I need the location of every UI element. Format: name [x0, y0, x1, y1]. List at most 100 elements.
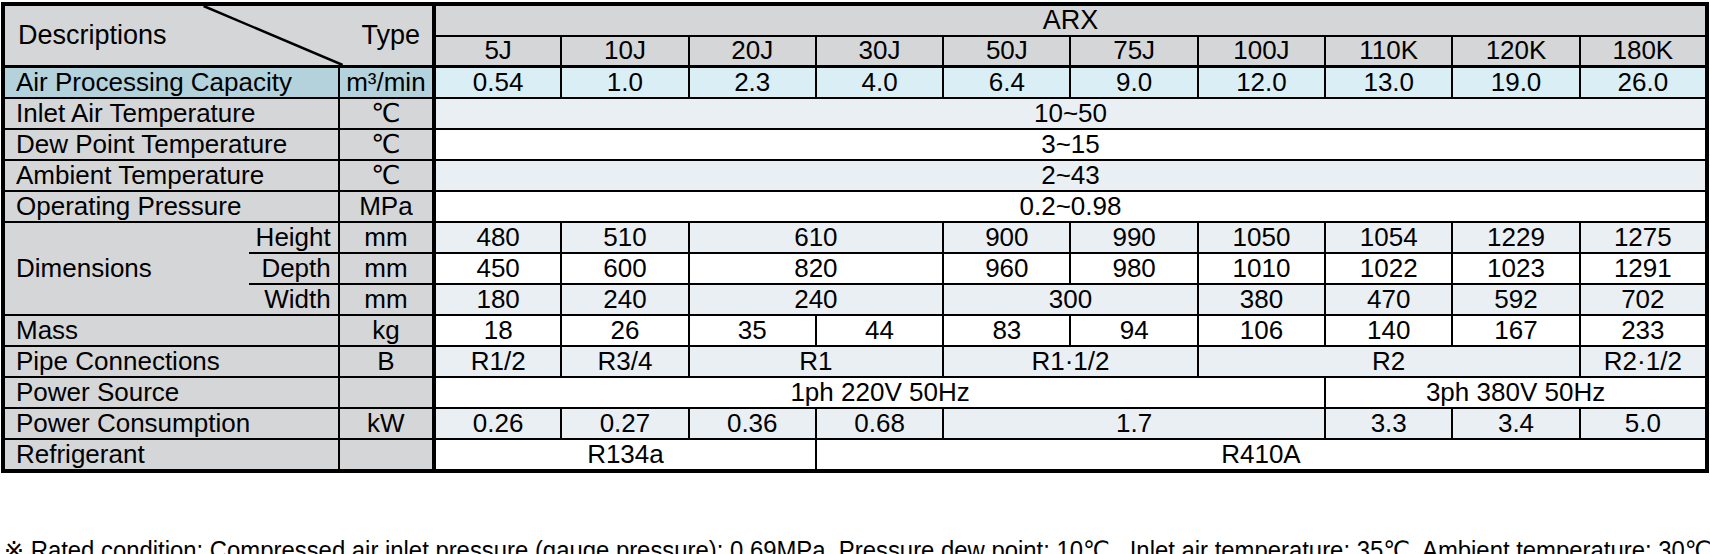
- spec-cell: 1275: [1580, 222, 1707, 253]
- spec-cell: 26.0: [1580, 67, 1707, 99]
- row-label-ambient-temp: Ambient Temperature: [3, 160, 339, 191]
- descriptions-label: Descriptions: [18, 20, 167, 48]
- row-pipe-connections: Pipe Connections B R1/2 R3/4 R1 R1·1/2 R…: [3, 346, 1707, 377]
- spec-cell: 900: [943, 222, 1070, 253]
- row-label-refrigerant: Refrigerant: [3, 439, 339, 471]
- spec-cell: 1229: [1452, 222, 1579, 253]
- model-header: 30J: [816, 36, 943, 67]
- spec-cell: 990: [1070, 222, 1197, 253]
- spec-cell: 140: [1325, 315, 1452, 346]
- spec-cell: 5.0: [1580, 408, 1707, 439]
- row-power-source: Power Source 1ph 220V 50Hz 3ph 380V 50Hz: [3, 377, 1707, 408]
- sub-label-height: Height: [249, 222, 339, 253]
- unit-cell: MPa: [339, 191, 434, 222]
- row-label-power-consumption: Power Consumption: [3, 408, 339, 439]
- spec-cell: 960: [943, 253, 1070, 284]
- spec-cell: 180: [434, 284, 561, 315]
- sub-label-depth: Depth: [249, 253, 339, 284]
- spec-cell: 1022: [1325, 253, 1452, 284]
- row-label-inlet-temp: Inlet Air Temperature: [3, 98, 339, 129]
- model-header: 75J: [1070, 36, 1197, 67]
- spec-cell: 240: [561, 284, 688, 315]
- spec-cell: 35: [689, 315, 816, 346]
- sub-label-width: Width: [249, 284, 339, 315]
- spec-cell: 19.0: [1452, 67, 1579, 99]
- unit-cell: ℃: [339, 98, 434, 129]
- row-operating-pressure: Operating Pressure MPa 0.2~0.98: [3, 191, 1707, 222]
- spec-cell: 10~50: [434, 98, 1707, 129]
- spec-cell: 6.4: [943, 67, 1070, 99]
- spec-cell: 0.36: [689, 408, 816, 439]
- row-ambient-temperature: Ambient Temperature ℃ 2~43: [3, 160, 1707, 191]
- unit-cell: [339, 439, 434, 471]
- spec-cell: 4.0: [816, 67, 943, 99]
- unit-cell: ℃: [339, 160, 434, 191]
- spec-cell: 470: [1325, 284, 1452, 315]
- footnotes: ※ Rated condition: Compressed air inlet …: [4, 480, 1710, 554]
- series-header: ARX: [434, 4, 1707, 36]
- row-dew-point-temperature: Dew Point Temperature ℃ 3~15: [3, 129, 1707, 160]
- unit-cell: kg: [339, 315, 434, 346]
- row-label-pipe: Pipe Connections: [3, 346, 339, 377]
- row-refrigerant: Refrigerant R134a R410A: [3, 439, 1707, 471]
- spec-cell: 94: [1070, 315, 1197, 346]
- spec-cell: 3.4: [1452, 408, 1579, 439]
- spec-cell: 3ph 380V 50Hz: [1325, 377, 1707, 408]
- spec-table: Descriptions Type ARX 5J 10J 20J 30J 50J…: [1, 2, 1709, 473]
- spec-cell: 1050: [1198, 222, 1325, 253]
- spec-cell: 2~43: [434, 160, 1707, 191]
- unit-cell: m³/min: [339, 67, 434, 99]
- model-header: 10J: [561, 36, 688, 67]
- corner-header-cell: Descriptions Type: [3, 4, 434, 67]
- row-inlet-air-temperature: Inlet Air Temperature ℃ 10~50: [3, 98, 1707, 129]
- spec-cell: R410A: [816, 439, 1707, 471]
- spec-cell: 300: [943, 284, 1198, 315]
- spec-cell: 1023: [1452, 253, 1579, 284]
- spec-cell: 3~15: [434, 129, 1707, 160]
- row-dimensions-depth: Depth mm 450 600 820 960 980 1010 1022 1…: [3, 253, 1707, 284]
- spec-cell: 0.27: [561, 408, 688, 439]
- unit-cell: B: [339, 346, 434, 377]
- spec-cell: 980: [1070, 253, 1197, 284]
- spec-cell: 106: [1198, 315, 1325, 346]
- spec-cell: 702: [1580, 284, 1707, 315]
- spec-cell: 44: [816, 315, 943, 346]
- model-header: 100J: [1198, 36, 1325, 67]
- spec-cell: R2: [1198, 346, 1580, 377]
- row-power-consumption: Power Consumption kW 0.26 0.27 0.36 0.68…: [3, 408, 1707, 439]
- row-label-mass: Mass: [3, 315, 339, 346]
- unit-cell: kW: [339, 408, 434, 439]
- spec-cell: 1010: [1198, 253, 1325, 284]
- spec-cell: 1054: [1325, 222, 1452, 253]
- spec-cell: R1: [689, 346, 944, 377]
- row-dimensions-width: Width mm 180 240 240 300 380 470 592 702: [3, 284, 1707, 315]
- spec-cell: 480: [434, 222, 561, 253]
- unit-cell: mm: [339, 253, 434, 284]
- spec-cell: 26: [561, 315, 688, 346]
- type-label: Type: [361, 20, 420, 48]
- row-mass: Mass kg 18 26 35 44 83 94 106 140 167 23…: [3, 315, 1707, 346]
- row-label-power-source: Power Source: [3, 377, 339, 408]
- spec-cell: 0.2~0.98: [434, 191, 1707, 222]
- spec-cell: 820: [689, 253, 944, 284]
- unit-cell: mm: [339, 284, 434, 315]
- spec-cell: 12.0: [1198, 67, 1325, 99]
- spec-cell: 13.0: [1325, 67, 1452, 99]
- model-header: 180K: [1580, 36, 1707, 67]
- spec-cell: 240: [689, 284, 944, 315]
- footnote-line-1: ※ Rated condition: Compressed air inlet …: [4, 536, 1710, 554]
- spec-cell: 510: [561, 222, 688, 253]
- row-label-capacity: Air Processing Capacity: [3, 67, 339, 99]
- spec-cell: 1.7: [943, 408, 1325, 439]
- spec-cell: 9.0: [1070, 67, 1197, 99]
- spec-cell: 450: [434, 253, 561, 284]
- spec-cell: 0.68: [816, 408, 943, 439]
- spec-cell: 1ph 220V 50Hz: [434, 377, 1325, 408]
- unit-cell: ℃: [339, 129, 434, 160]
- model-header: 50J: [943, 36, 1070, 67]
- header-row-group: Descriptions Type ARX: [3, 4, 1707, 36]
- model-header: 110K: [1325, 36, 1452, 67]
- spec-cell: 380: [1198, 284, 1325, 315]
- footnote-rated-condition: ※ Rated condition: Compressed air inlet …: [4, 536, 1710, 554]
- spec-cell: R134a: [434, 439, 816, 471]
